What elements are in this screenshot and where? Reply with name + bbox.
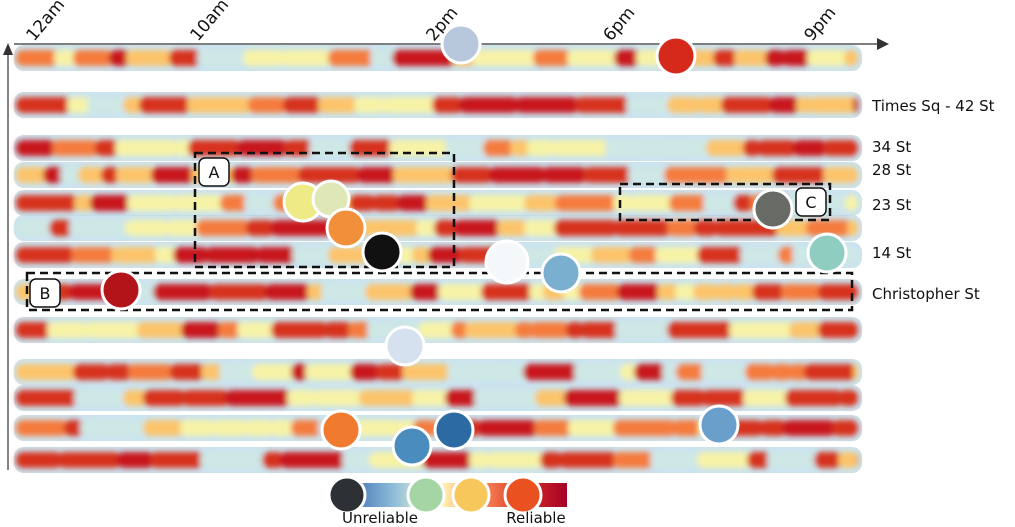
highlight-boxes: A B C — [25, 151, 854, 312]
legend-high-label: Reliable — [506, 509, 565, 527]
legend-dot — [503, 475, 543, 515]
x-axis-arrow — [877, 38, 889, 50]
box-label-b: B — [29, 278, 61, 308]
x-tick-labels: 12am 10am 2pm 6pm 9pm — [23, 0, 841, 45]
marker-circle — [325, 207, 367, 249]
marker-circle — [540, 252, 582, 294]
heatmap-row — [14, 242, 862, 268]
heatmap-row — [14, 162, 862, 188]
marker-circle — [752, 188, 794, 230]
x-tick-label: 12am — [23, 0, 70, 45]
marker-circle — [384, 325, 426, 367]
marker-circle — [391, 425, 433, 467]
row-label: 23 St — [872, 196, 911, 214]
heatmap-row — [14, 92, 862, 118]
row-label: 28 St — [872, 161, 911, 179]
marker-circle — [440, 23, 482, 65]
legend-dot — [451, 475, 491, 515]
legend-dot — [327, 475, 367, 515]
legend-low-label: Unreliable — [342, 509, 418, 527]
heatmap-row — [14, 45, 862, 71]
row-label: Times Sq - 42 St — [871, 97, 995, 115]
legend-dot — [406, 475, 446, 515]
heatmap-row — [14, 385, 862, 411]
heatmap-rows — [14, 45, 862, 473]
heatmap-row — [14, 359, 862, 385]
y-axis-arrow — [3, 43, 13, 55]
highlight-box-b — [25, 271, 854, 312]
row-label: 14 St — [872, 244, 911, 262]
box-label-c: C — [795, 187, 827, 217]
heatmap-row — [14, 447, 862, 473]
row-labels: Times Sq - 42 St 34 St 28 St 23 St 14 St… — [871, 97, 995, 303]
svg-text:C: C — [805, 193, 816, 212]
svg-text:B: B — [40, 284, 51, 303]
row-label: Christopher St — [872, 285, 980, 303]
marker-circle — [806, 232, 848, 274]
marker-circle — [361, 231, 403, 273]
markers — [100, 23, 848, 467]
marker-circle — [100, 269, 142, 311]
svg-text:A: A — [209, 163, 220, 182]
heatmap-row — [14, 190, 862, 216]
marker-circle — [320, 409, 362, 451]
heatmap-row — [14, 135, 862, 161]
heatmap-row — [14, 215, 862, 241]
marker-circle — [433, 409, 475, 451]
x-tick-label: 10am — [187, 0, 234, 45]
heatmap-row — [14, 317, 862, 343]
x-tick-label: 9pm — [801, 3, 841, 45]
legend: Unreliable Reliable — [327, 475, 567, 527]
highlight-box-a — [193, 151, 456, 269]
marker-circle — [698, 404, 740, 446]
marker-circle — [484, 239, 530, 285]
row-label: 34 St — [872, 138, 911, 156]
x-tick-label: 6pm — [600, 3, 640, 45]
box-label-a: A — [198, 157, 230, 187]
marker-circle — [655, 35, 697, 77]
highlight-box-c — [618, 182, 832, 222]
